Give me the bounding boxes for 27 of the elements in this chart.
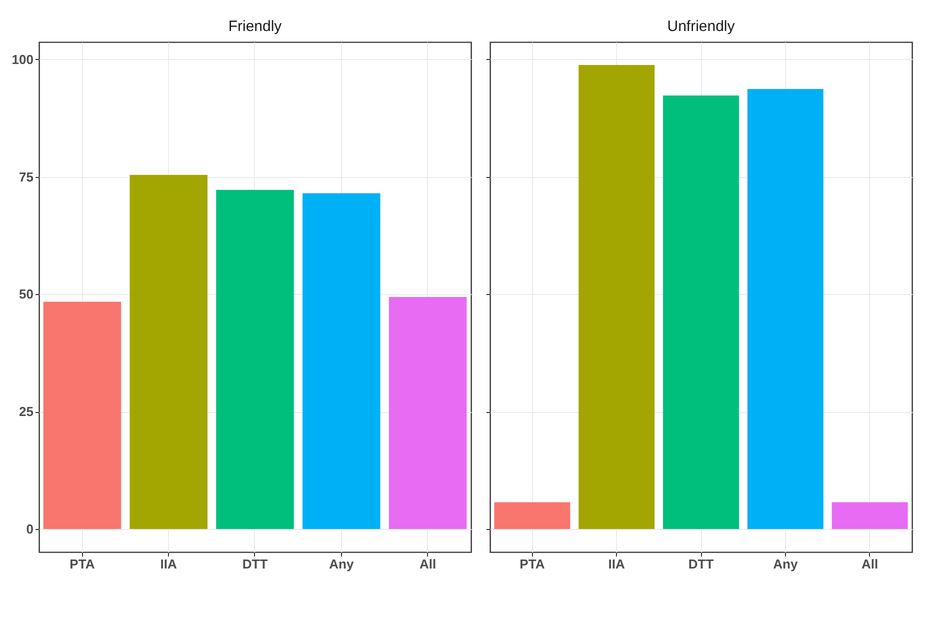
y-tick-label: 50 bbox=[19, 286, 34, 302]
bar bbox=[832, 502, 908, 529]
chart-title: Unfriendly bbox=[667, 18, 736, 35]
chart-title: Friendly bbox=[228, 18, 282, 35]
bar bbox=[747, 88, 824, 529]
x-tick-label: PTA bbox=[70, 556, 96, 572]
bar bbox=[388, 297, 467, 529]
x-tick-label: All bbox=[419, 556, 436, 572]
x-tick-label: Any bbox=[329, 556, 354, 572]
x-tick-label: IIA bbox=[160, 556, 178, 572]
bar bbox=[302, 193, 380, 529]
x-tick-label: IIA bbox=[608, 556, 626, 572]
x-tick-label: DTT bbox=[242, 556, 268, 572]
x-tick-label: Any bbox=[773, 556, 798, 572]
bar bbox=[494, 502, 570, 529]
bar bbox=[130, 174, 208, 529]
bar bbox=[216, 190, 294, 529]
bar bbox=[43, 302, 122, 529]
x-tick-label: PTA bbox=[520, 556, 546, 572]
bar bbox=[578, 65, 655, 529]
y-tick-label: 100 bbox=[12, 52, 34, 67]
bar bbox=[663, 96, 739, 529]
y-tick-label: 0 bbox=[26, 521, 34, 536]
x-tick-label: All bbox=[861, 556, 878, 572]
y-tick-label: 75 bbox=[19, 169, 34, 184]
x-tick-label: DTT bbox=[688, 556, 714, 572]
y-tick-label: 25 bbox=[19, 404, 34, 420]
